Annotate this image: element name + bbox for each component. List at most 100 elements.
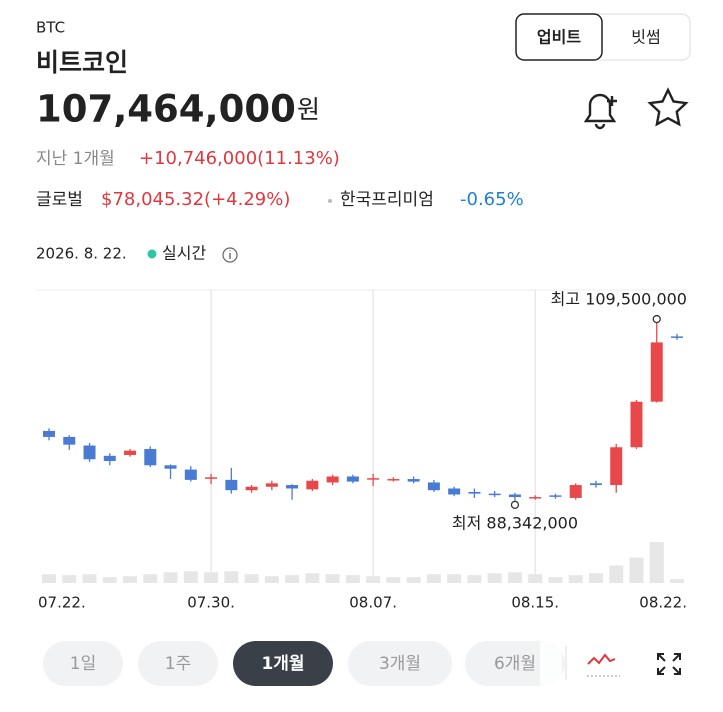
volume-bar [345, 575, 360, 583]
candle-body [650, 342, 663, 402]
candle-body [43, 430, 55, 437]
candle-body [83, 445, 96, 460]
candle-body [529, 497, 542, 499]
period-buttons: 1일 1주 1개월 3개월 6개월 [43, 638, 565, 688]
exchange-tab[interactable]: 업비트 [537, 28, 581, 47]
candle-body [245, 486, 258, 491]
separator [328, 199, 332, 203]
volume-bar [42, 574, 56, 583]
period-label[interactable]: 1주 [165, 654, 191, 674]
volume-bar [507, 572, 522, 583]
volume-bar [609, 565, 624, 583]
volume-bar [406, 577, 421, 583]
x-tick-label: 08.07. [349, 594, 397, 612]
candle-body [488, 493, 501, 496]
volume-bar [224, 571, 239, 583]
high-label: 최고 109,500,000 [551, 290, 687, 309]
period-change: +10,746,000(11.13%) [139, 148, 340, 169]
candle-body [326, 476, 339, 483]
live-label: 실시간 [162, 244, 206, 263]
period-button[interactable] [348, 641, 452, 686]
x-tick-label: 07.22. [38, 594, 86, 612]
candle-chart: 07.22. 07.30. 08.07. 08.15. 08.22. 최고 109,500… [38, 290, 687, 612]
volume-bar [528, 574, 543, 583]
chart-type-icon[interactable] [587, 653, 620, 677]
volume-bar [426, 574, 441, 583]
x-tick-label: 07.30. [187, 594, 235, 612]
volume-bar [163, 572, 178, 583]
period-button[interactable] [233, 641, 333, 686]
price-unit: 원 [297, 95, 320, 124]
candle-body [589, 483, 602, 486]
low-label: 최저 88,342,000 [452, 513, 578, 532]
volume-bar [366, 576, 381, 583]
volume-bar [62, 575, 77, 583]
price: 107,464,000 [36, 88, 296, 131]
low-marker [510, 500, 520, 510]
candle-body [671, 336, 683, 338]
candle-body [407, 479, 420, 482]
candle-body [144, 448, 157, 466]
volume-bar [102, 577, 117, 583]
high-marker [652, 314, 661, 324]
candle-body [265, 483, 278, 487]
volume-bar [670, 579, 684, 583]
period-label[interactable]: 3개월 [379, 654, 421, 674]
period-button[interactable] [43, 641, 123, 686]
candle-body [448, 488, 461, 495]
volume-bar [629, 557, 644, 583]
period-label[interactable]: 1개월 [261, 654, 304, 674]
candle-body [286, 485, 299, 489]
exchange-tab[interactable]: 빗썸 [631, 28, 660, 47]
volume-bar [82, 574, 97, 583]
volume-bar [447, 574, 462, 583]
volume-bar [325, 574, 340, 583]
global-price: $78,045.32(+4.29%) [101, 189, 290, 210]
candle-body [205, 477, 218, 479]
candle-body [427, 482, 440, 491]
candle-body [164, 465, 177, 469]
candle-body [508, 494, 521, 498]
premium-label: 한국프리미엄 [340, 190, 434, 210]
candle-body [610, 447, 623, 486]
volume-bar [548, 577, 563, 583]
volume-bar [183, 571, 198, 583]
period-button[interactable] [138, 641, 218, 686]
volume-bar [204, 572, 219, 583]
candle-body [346, 476, 359, 482]
exchange-selected[interactable] [515, 13, 603, 61]
expand-icon[interactable] [657, 653, 681, 675]
period-label[interactable]: 6개월 [494, 654, 536, 674]
candle-body [549, 495, 562, 497]
candle-body [306, 480, 319, 490]
fade [540, 638, 562, 688]
alarm-icon[interactable] [583, 93, 617, 130]
period-label[interactable]: 1일 [70, 654, 96, 674]
candle-body [124, 450, 137, 455]
date: 2026. 8. 22. [36, 245, 127, 263]
candle-body [367, 478, 380, 480]
premium: -0.65% [460, 189, 524, 210]
global-label: 글로벌 [36, 190, 83, 210]
candle-body [569, 485, 582, 498]
candle-body [387, 479, 400, 481]
candle-body [63, 436, 76, 445]
volume-bar [588, 573, 603, 583]
volume-bar [568, 575, 583, 583]
coin-name: 비트코인 [36, 48, 128, 77]
volume-bar [649, 541, 664, 583]
volume-bar [143, 574, 158, 583]
candle-body [630, 401, 643, 448]
volume-bar [467, 575, 482, 583]
x-tick-label: 08.22. [639, 594, 687, 612]
volume-bar [123, 576, 138, 583]
info-icon[interactable] [222, 247, 238, 263]
volume-bar [386, 577, 401, 583]
favorite-icon[interactable] [647, 87, 689, 127]
volume-bar [244, 574, 259, 583]
volume-bar [264, 576, 279, 583]
volume-bar [285, 575, 300, 583]
live-dot [147, 249, 157, 259]
candle-body [184, 469, 197, 480]
